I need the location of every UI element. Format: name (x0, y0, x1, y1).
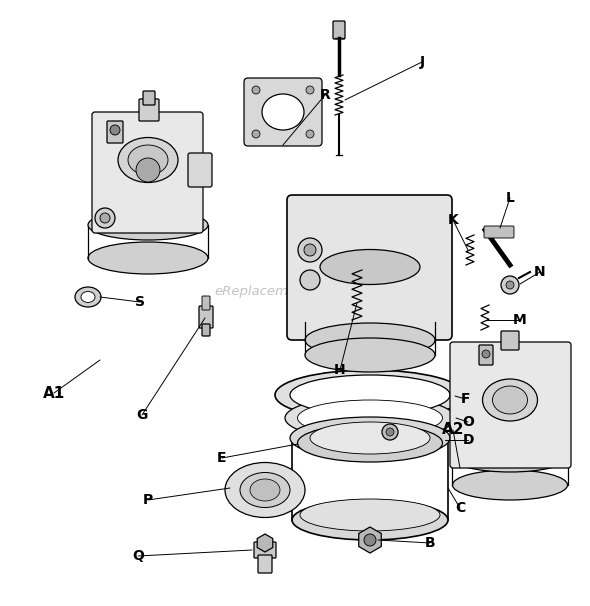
FancyBboxPatch shape (92, 112, 203, 233)
Text: L: L (506, 191, 514, 205)
Ellipse shape (240, 473, 290, 507)
Ellipse shape (275, 370, 465, 420)
FancyBboxPatch shape (450, 342, 571, 468)
Ellipse shape (225, 462, 305, 518)
Circle shape (95, 208, 115, 228)
Text: eReplacementParts.com: eReplacementParts.com (214, 285, 376, 299)
Text: J: J (419, 55, 425, 69)
Circle shape (306, 130, 314, 138)
Text: E: E (217, 451, 227, 465)
Ellipse shape (292, 500, 448, 540)
Ellipse shape (305, 338, 435, 372)
Circle shape (364, 534, 376, 546)
Circle shape (252, 130, 260, 138)
Ellipse shape (262, 94, 304, 130)
Text: S: S (135, 295, 145, 309)
Text: F: F (460, 392, 470, 406)
Circle shape (110, 125, 120, 135)
Text: A1: A1 (43, 385, 65, 401)
Text: P: P (143, 493, 153, 507)
Ellipse shape (453, 470, 568, 500)
FancyBboxPatch shape (139, 99, 159, 121)
FancyBboxPatch shape (107, 121, 123, 143)
Text: M: M (513, 313, 527, 327)
Ellipse shape (453, 444, 568, 472)
Text: O: O (462, 415, 474, 429)
Ellipse shape (297, 400, 442, 436)
Ellipse shape (493, 386, 527, 414)
Circle shape (298, 238, 322, 262)
Ellipse shape (88, 210, 208, 240)
Ellipse shape (88, 242, 208, 274)
FancyBboxPatch shape (258, 555, 272, 573)
Circle shape (300, 270, 320, 290)
Ellipse shape (81, 291, 95, 302)
Ellipse shape (320, 250, 420, 284)
Circle shape (252, 86, 260, 94)
FancyBboxPatch shape (199, 306, 213, 328)
Text: R: R (320, 88, 330, 102)
Text: N: N (534, 265, 546, 279)
Text: Q: Q (132, 549, 144, 563)
FancyBboxPatch shape (202, 324, 210, 336)
Circle shape (506, 281, 514, 289)
FancyBboxPatch shape (287, 195, 452, 340)
Text: C: C (455, 501, 465, 515)
Ellipse shape (305, 323, 435, 357)
Text: K: K (448, 213, 458, 227)
FancyBboxPatch shape (244, 78, 322, 146)
Text: D: D (462, 433, 474, 447)
Ellipse shape (310, 422, 430, 454)
Ellipse shape (128, 145, 168, 175)
Circle shape (501, 276, 519, 294)
FancyBboxPatch shape (202, 296, 210, 310)
Text: G: G (136, 408, 148, 422)
FancyBboxPatch shape (254, 542, 276, 558)
Ellipse shape (290, 375, 450, 415)
Circle shape (482, 350, 490, 358)
FancyBboxPatch shape (501, 331, 519, 350)
Ellipse shape (290, 417, 450, 459)
Ellipse shape (297, 424, 442, 462)
Ellipse shape (285, 396, 455, 440)
Text: H: H (334, 363, 346, 377)
FancyBboxPatch shape (479, 345, 493, 365)
FancyBboxPatch shape (143, 91, 155, 105)
Text: A2: A2 (442, 422, 464, 438)
Circle shape (306, 86, 314, 94)
FancyBboxPatch shape (484, 226, 514, 238)
Circle shape (382, 424, 398, 440)
Ellipse shape (75, 287, 101, 307)
Circle shape (136, 158, 160, 182)
Circle shape (100, 213, 110, 223)
Ellipse shape (300, 499, 440, 531)
Text: B: B (425, 536, 435, 550)
Ellipse shape (483, 379, 537, 421)
FancyBboxPatch shape (188, 153, 212, 187)
Circle shape (304, 244, 316, 256)
FancyBboxPatch shape (333, 21, 345, 39)
Circle shape (386, 428, 394, 436)
Ellipse shape (250, 479, 280, 501)
Ellipse shape (118, 138, 178, 182)
